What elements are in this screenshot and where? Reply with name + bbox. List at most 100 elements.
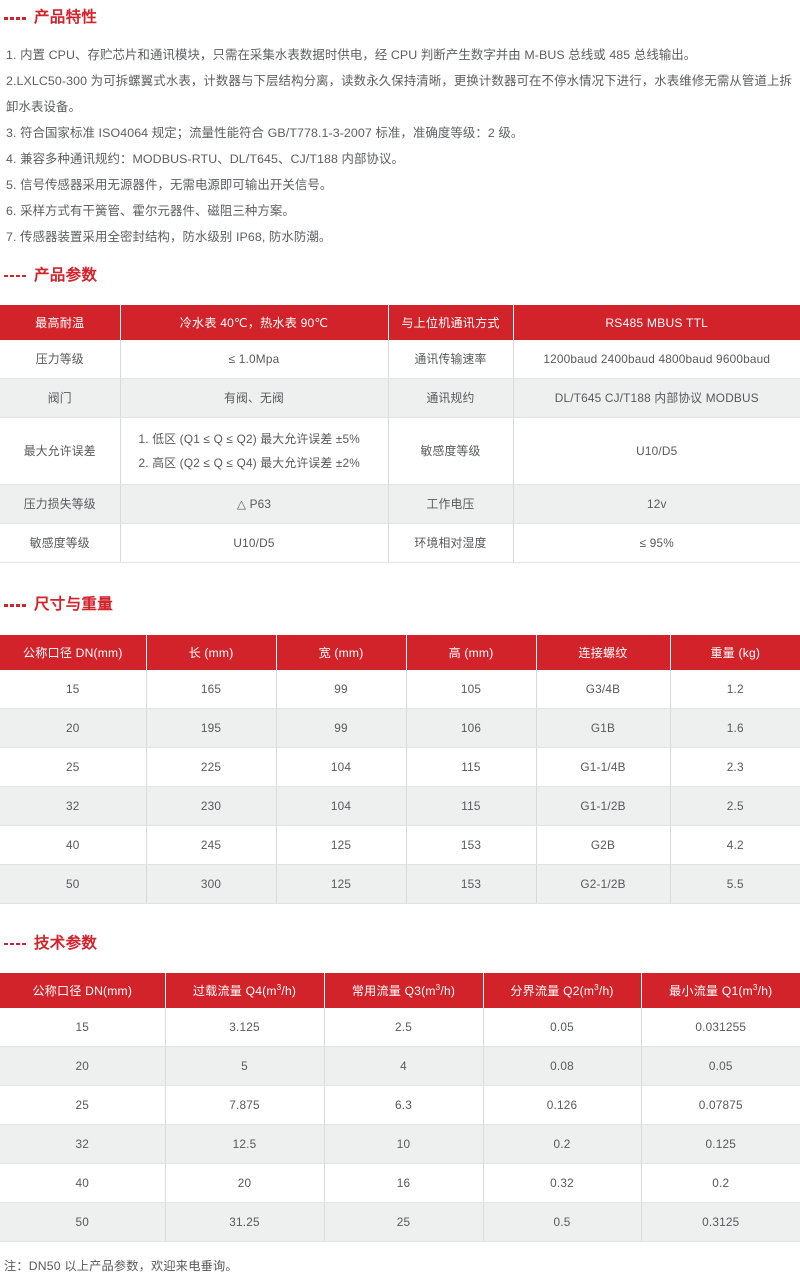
cell-q1: 0.031255 — [641, 1008, 800, 1047]
feature-text: 1. 内置 CPU、存贮芯片和通讯模块，只需在采集水表数据时供电，经 CPU 判… — [6, 47, 697, 62]
cell-length: 230 — [146, 786, 277, 826]
cell-dn: 50 — [0, 1202, 166, 1242]
cell-q3: 10 — [324, 1124, 484, 1164]
table-row: 40 245 125 153 G2B 4.2 — [0, 825, 800, 865]
list-item: 5. 信号传感器采用无源器件，无需电源即可输出开关信号。 — [6, 172, 792, 198]
section-title-dimensions: 尺寸与重量 — [34, 596, 114, 613]
spacer-top — [0, 0, 800, 10]
spacer-after-features — [0, 250, 800, 268]
cell-label: 通讯规约 — [388, 378, 514, 418]
cell-thread: G1-1/2B — [536, 786, 671, 826]
cell-dn: 20 — [0, 1046, 166, 1086]
cell-dn: 25 — [0, 1085, 166, 1125]
spacer-after-dim-table — [0, 904, 800, 936]
cell-value: 有阀、无阀 — [120, 378, 389, 418]
cell-length: 165 — [146, 669, 277, 709]
hdr-pre: 常用流量 Q3(m — [351, 984, 436, 998]
technical-params-table: 公称口径 DN(mm) 过载流量 Q4(m3/h) 常用流量 Q3(m3/h) … — [0, 973, 800, 1242]
cell-thread: G1-1/4B — [536, 747, 671, 787]
list-item: 6. 采样方式有干簧管、霍尔元器件、磁阻三种方案。 — [6, 198, 792, 224]
section-heading-features: 产品特性 — [0, 10, 800, 26]
section-title-params: 产品参数 — [34, 266, 98, 284]
table-header-row: 公称口径 DN(mm) 过载流量 Q4(m3/h) 常用流量 Q3(m3/h) … — [0, 973, 800, 1008]
cell-value: 1200baud 2400baud 4800baud 9600baud — [513, 340, 800, 379]
cell-q3: 6.3 — [324, 1085, 484, 1125]
column-header: 与上位机通讯方式 — [388, 305, 514, 340]
column-header: 冷水表 40℃，热水表 90℃ — [120, 305, 389, 340]
column-header-q2: 分界流量 Q2(m3/h) — [483, 973, 642, 1008]
table-row: 50 300 125 153 G2-1/2B 5.5 — [0, 864, 800, 904]
cell-label: 压力损失等级 — [0, 484, 121, 524]
column-header: 长 (mm) — [146, 634, 277, 670]
cell-length: 225 — [146, 747, 277, 787]
table-row: 敏感度等级 U10/D5 环境相对湿度 ≤ 95% — [0, 523, 800, 563]
cell-dn: 50 — [0, 864, 147, 904]
cell-weight: 4.2 — [670, 825, 800, 865]
cell-height: 106 — [406, 708, 537, 748]
cell-width: 99 — [276, 669, 407, 709]
cell-label: 通讯传输速率 — [388, 340, 514, 379]
hdr-post: /h) — [440, 984, 456, 998]
dash-prefix-icon — [4, 274, 28, 277]
cell-width: 125 — [276, 864, 407, 904]
list-item: 3. 符合国家标准 ISO4064 规定；流量性能符合 GB/T778.1-3-… — [6, 120, 792, 146]
table-row: 50 31.25 25 0.5 0.3125 — [0, 1202, 800, 1242]
cell-height: 105 — [406, 669, 537, 709]
cell-q2: 0.05 — [483, 1008, 642, 1047]
table-header-row: 最高耐温 冷水表 40℃，热水表 90℃ 与上位机通讯方式 RS485 MBUS… — [0, 305, 800, 340]
cell-q1: 0.3125 — [641, 1202, 800, 1242]
column-header: 最高耐温 — [0, 305, 121, 340]
cell-weight: 2.3 — [670, 747, 800, 787]
cell-weight: 1.6 — [670, 708, 800, 748]
table-row: 25 225 104 115 G1-1/4B 2.3 — [0, 747, 800, 787]
section-title-technical: 技术参数 — [34, 934, 98, 952]
spacer-dimensions — [0, 613, 800, 635]
hdr-pre: 最小流量 Q1(m — [669, 984, 753, 998]
hdr-sup: 3 — [752, 982, 758, 992]
cell-label: 环境相对湿度 — [388, 523, 514, 563]
cell-value: DL/T645 CJ/T188 内部协议 MODBUS — [513, 378, 800, 418]
spacer-params — [0, 283, 800, 305]
column-header: 高 (mm) — [406, 634, 537, 670]
cell-height: 153 — [406, 864, 537, 904]
column-header: 连接螺纹 — [536, 634, 671, 670]
hdr-sup: 3 — [276, 982, 282, 992]
hdr-pre: 公称口径 DN(mm) — [32, 984, 133, 998]
cell-dn: 20 — [0, 708, 147, 748]
table-row: 40 20 16 0.32 0.2 — [0, 1163, 800, 1203]
cell-q3: 4 — [324, 1046, 484, 1086]
cell-q3: 2.5 — [324, 1008, 484, 1047]
cell-label: 敏感度等级 — [0, 523, 121, 563]
cell-q4: 5 — [165, 1046, 325, 1086]
cell-q4: 20 — [165, 1163, 325, 1203]
cell-q2: 0.126 — [483, 1085, 642, 1125]
table-row: 阀门 有阀、无阀 通讯规约 DL/T645 CJ/T188 内部协议 MODBU… — [0, 378, 800, 418]
cell-q4: 3.125 — [165, 1008, 325, 1047]
hdr-post: /h) — [281, 984, 297, 998]
feature-text: 7. 传感器装置采用全密封结构，防水级别 IP68, 防水防潮。 — [6, 229, 332, 244]
cell-value: 12v — [513, 484, 800, 524]
cell-q3: 16 — [324, 1163, 484, 1203]
table-row: 32 230 104 115 G1-1/2B 2.5 — [0, 786, 800, 826]
table-row: 25 7.875 6.3 0.126 0.07875 — [0, 1085, 800, 1125]
feature-text: 5. 信号传感器采用无源器件，无需电源即可输出开关信号。 — [6, 177, 333, 192]
footnote-text: 注：DN50 以上产品参数，欢迎来电垂询。 — [4, 1259, 238, 1273]
cell-length: 245 — [146, 825, 277, 865]
features-list: 1. 内置 CPU、存贮芯片和通讯模块，只需在采集水表数据时供电，经 CPU 判… — [0, 42, 800, 250]
cell-q2: 0.08 — [483, 1046, 642, 1086]
cell-q1: 0.125 — [641, 1124, 800, 1164]
cell-thread: G2-1/2B — [536, 864, 671, 904]
dash-prefix-icon — [4, 17, 28, 20]
feature-text: 3. 符合国家标准 ISO4064 规定；流量性能符合 GB/T778.1-3-… — [6, 125, 524, 140]
hdr-post: /h) — [757, 984, 773, 998]
cell-dn: 40 — [0, 825, 147, 865]
cell-label: 工作电压 — [388, 484, 514, 524]
list-item: 1. 内置 CPU、存贮芯片和通讯模块，只需在采集水表数据时供电，经 CPU 判… — [6, 42, 792, 68]
hdr-post: /h) — [598, 984, 614, 998]
cell-label: 敏感度等级 — [388, 417, 514, 485]
cell-value: ≤ 1.0Mpa — [120, 340, 389, 379]
dimensions-weight-table: 公称口径 DN(mm) 长 (mm) 宽 (mm) 高 (mm) 连接螺纹 重量… — [0, 634, 800, 904]
list-item: 2.LXLC50-300 为可拆螺翼式水表，计数器与下层结构分离，读数永久保持清… — [6, 68, 792, 120]
cell-q2: 0.2 — [483, 1124, 642, 1164]
cell-thread: G3/4B — [536, 669, 671, 709]
